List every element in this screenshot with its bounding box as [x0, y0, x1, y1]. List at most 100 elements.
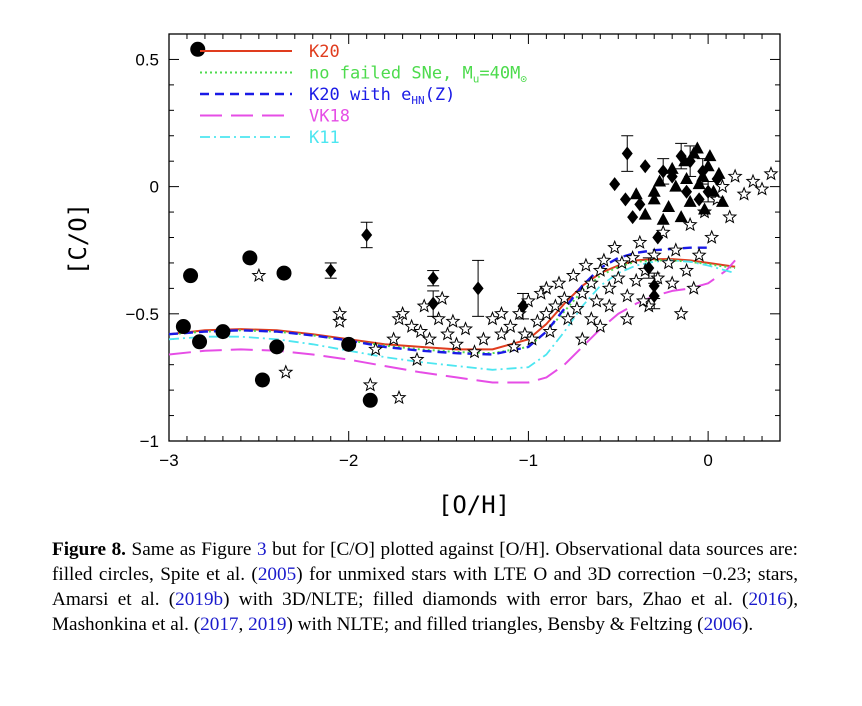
circle-marker: [215, 324, 231, 340]
diamond-marker: [621, 146, 633, 161]
curve-k11: [168, 259, 736, 371]
caption-text-7: ) with NLTE; and filled triangles, Bensb…: [286, 614, 704, 635]
star-marker: [578, 257, 594, 272]
diamond-marker: [652, 230, 664, 245]
star-marker: [395, 305, 411, 321]
legend-text-part: =40M: [479, 64, 520, 84]
mashonkina-2017-link[interactable]: 2017: [200, 614, 239, 635]
triangle-marker: [680, 171, 694, 184]
figure-3-link[interactable]: 3: [256, 539, 267, 560]
star-marker: [601, 298, 617, 313]
star-marker: [551, 275, 567, 290]
diamond-marker: [517, 299, 529, 314]
star-marker: [413, 323, 429, 339]
diamond-marker: [639, 159, 651, 174]
star-marker: [727, 168, 743, 183]
bensby-2006-link[interactable]: 2006: [703, 614, 742, 635]
diamond-marker: [681, 184, 693, 199]
star-marker: [583, 275, 599, 290]
tick-labels: −3 −2 −1 0 −1 −0.5 0 0.5: [125, 50, 712, 470]
star-marker: [722, 209, 738, 224]
diamond-marker: [648, 289, 660, 304]
diamond-marker: [427, 271, 439, 286]
star-marker: [635, 293, 651, 308]
star-marker: [679, 262, 695, 277]
triangle-marker: [647, 192, 661, 205]
circle-marker: [175, 319, 191, 335]
x-tick-label: −1: [519, 451, 538, 470]
zhao-2016-link[interactable]: 2016: [748, 589, 787, 610]
mashonkina-2019-link[interactable]: 2019: [248, 614, 287, 635]
x-axis-title: [O/H]: [438, 491, 510, 519]
diamond-marker: [643, 261, 655, 276]
star-marker: [485, 311, 501, 326]
star-marker: [569, 300, 585, 316]
diamond-marker: [693, 192, 705, 207]
star-marker: [574, 331, 590, 346]
star-marker: [673, 305, 689, 321]
star-marker: [332, 305, 348, 321]
star-marker: [601, 280, 617, 295]
curve-vk18: [168, 259, 736, 384]
star-marker: [251, 267, 267, 283]
star-marker: [655, 224, 671, 239]
star-marker: [332, 313, 348, 328]
star-marker: [416, 298, 432, 313]
triangle-marker: [662, 199, 676, 212]
legend-label-vk18: VK18: [309, 107, 350, 127]
curve-k20: [168, 258, 736, 351]
legend-text-part: (Z): [425, 85, 456, 105]
x-tick-label: −3: [159, 451, 178, 470]
star-marker: [445, 313, 461, 328]
y-tick-label: 0.5: [135, 50, 159, 69]
circle-marker: [242, 250, 258, 266]
star-marker: [448, 336, 465, 351]
triangle-marker: [703, 149, 717, 162]
legend-subscript: HN: [411, 94, 424, 107]
star-marker: [457, 321, 474, 336]
y-axis-title: [C/O]: [64, 203, 92, 275]
star-marker: [625, 250, 641, 265]
star-marker: [661, 255, 677, 270]
legend-text-part: no failed SNe, M: [309, 64, 473, 84]
star-marker: [502, 318, 518, 333]
amarsi-2019b-link[interactable]: 2019b: [175, 589, 224, 610]
triangle-marker: [647, 184, 661, 197]
star-marker: [565, 267, 581, 283]
triangle-marker: [629, 187, 643, 200]
star-marker: [763, 166, 779, 181]
figure-caption: Figure 8. Same as Figure 3 but for [C/O]…: [52, 537, 798, 637]
diamond-marker: [361, 227, 373, 242]
star-marker: [619, 311, 635, 326]
star-marker: [556, 290, 572, 305]
triangle-marker: [669, 179, 683, 192]
star-marker: [422, 331, 438, 346]
circle-marker: [276, 265, 292, 281]
circle-marker: [254, 372, 270, 388]
circle-marker: [362, 392, 378, 408]
star-marker: [682, 216, 698, 232]
circle-marker: [269, 339, 285, 355]
legend-subscript: u: [473, 73, 480, 86]
y-tick-label: −1: [140, 432, 159, 451]
circle-marker: [183, 268, 199, 284]
star-marker: [754, 181, 770, 196]
star-marker: [607, 239, 623, 255]
caption-text-6: ,: [238, 614, 249, 635]
star-marker: [529, 313, 545, 328]
caption-text-2: but for [C/O] plotted against [O/H]. Obs…: [52, 539, 798, 585]
star-marker: [542, 323, 558, 339]
triangle-marker: [683, 194, 697, 207]
legend-text-part: K11: [309, 128, 340, 148]
caption-text-1: Same as Figure: [125, 539, 257, 560]
legend-label-k20: K20: [309, 42, 340, 62]
star-marker: [391, 389, 407, 405]
caption-text-5: ), Mashonkina et al. (: [52, 589, 798, 635]
diamond-marker: [702, 184, 714, 199]
y-tick-label: −0.5: [125, 305, 159, 324]
star-marker: [632, 234, 648, 249]
curve-k20hn: [168, 246, 709, 356]
spite-2005-link[interactable]: 2005: [257, 564, 297, 585]
diamond-marker: [666, 169, 678, 184]
